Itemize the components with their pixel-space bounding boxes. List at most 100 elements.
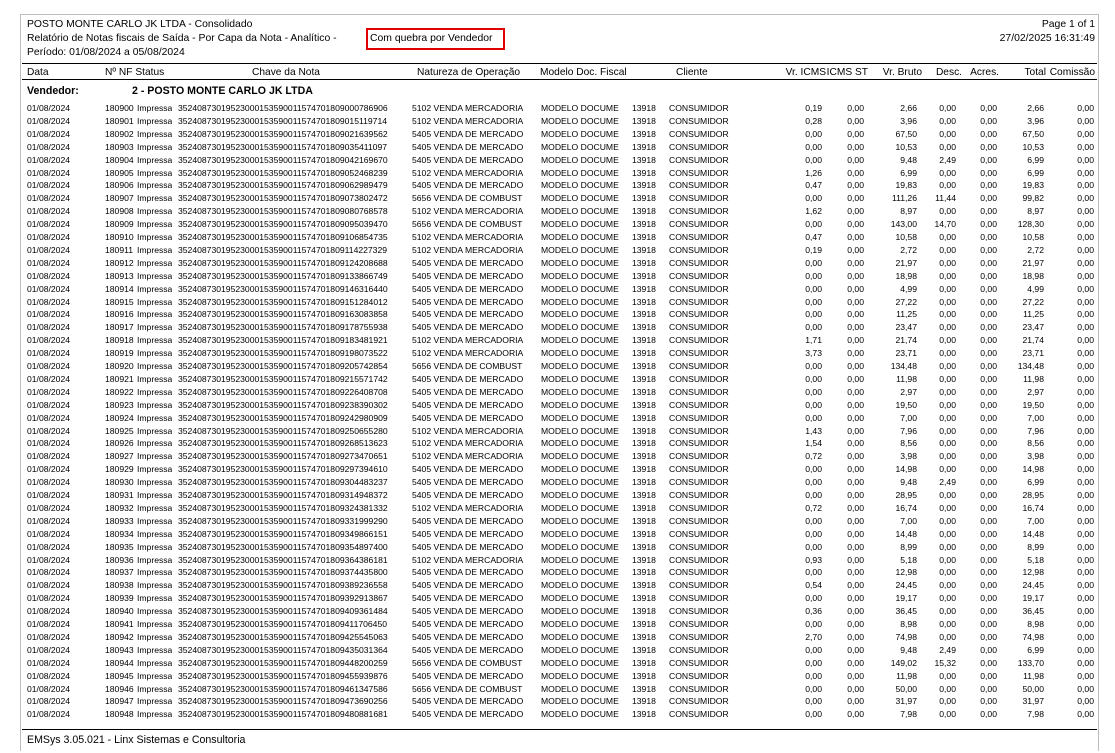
table-row: 01/08/2024 180913 Impressa 3524087301952300…	[0, 270, 1115, 283]
cell-data: 01/08/2024	[27, 399, 71, 410]
cell-status: Impressa	[137, 425, 173, 436]
cell-modelo: MODELO DOCUME	[541, 619, 619, 629]
cell-vr-bruto: 3,96	[900, 115, 917, 126]
cell-natureza: 5405 VENDA DE MERCADO	[412, 270, 524, 281]
cell-acres: 0,00	[980, 464, 997, 475]
cell-chave: 3524087301952300015359001157470180926851…	[178, 438, 388, 449]
cell-comissao: 0,00	[1077, 502, 1094, 513]
cell-desc: 0,00	[939, 283, 956, 294]
cell-modelo: MODELO DOCUME	[541, 335, 619, 346]
cell-cliente: CONSUMIDOR	[669, 361, 729, 371]
cell-comissao: 0,00	[1077, 141, 1094, 152]
cell-icms-st: 0,00	[847, 141, 864, 152]
table-row: 01/08/2024 180944 Impressa 3524087301952300…	[0, 657, 1115, 670]
cell-total: 99,82	[1022, 193, 1044, 204]
cell-cliente: CONSUMIDOR	[669, 270, 729, 281]
cell-acres: 0,00	[980, 128, 997, 139]
cell-status: Impressa	[137, 193, 173, 204]
cell-nf: 180922	[105, 386, 134, 397]
cell-acres: 0,00	[980, 490, 997, 500]
cell-natureza: 5656 VENDA DE COMBUST	[412, 193, 523, 204]
cell-codigo: 13918	[632, 348, 656, 359]
cell-nf: 180913	[105, 270, 134, 281]
cell-acres: 0,00	[980, 322, 997, 333]
cell-total: 11,98	[1023, 373, 1044, 384]
cell-chave: 3524087301952300015359001157470180905246…	[178, 167, 388, 178]
cell-acres: 0,00	[980, 657, 997, 668]
cell-modelo: MODELO DOCUME	[541, 631, 619, 642]
cell-comissao: 0,00	[1077, 670, 1094, 681]
cell-vr-icms: 0,00	[805, 657, 822, 668]
cell-nf: 180937	[105, 567, 134, 578]
cell-vr-icms: 0,19	[805, 103, 822, 113]
cell-desc: 0,00	[939, 103, 956, 113]
cell-total: 133,70	[1017, 657, 1044, 668]
table-row: 01/08/2024 180901 Impressa 3524087301952300…	[0, 115, 1115, 128]
cell-codigo: 13918	[632, 412, 656, 423]
table-row: 01/08/2024 180906 Impressa 3524087301952300…	[0, 179, 1115, 192]
cell-vr-bruto: 16,74	[895, 502, 917, 513]
cell-chave: 3524087301952300015359001157470180922640…	[178, 386, 388, 397]
cell-codigo: 13918	[632, 244, 656, 255]
cell-nf: 180923	[105, 399, 134, 410]
cell-codigo: 13918	[632, 451, 656, 462]
cell-total: 2,72	[1027, 244, 1044, 255]
table-row: 01/08/2024 180921 Impressa 3524087301952300…	[0, 373, 1115, 386]
cell-vr-icms: 1,71	[805, 335, 822, 346]
cell-acres: 0,00	[980, 399, 997, 410]
cell-icms-st: 0,00	[847, 541, 864, 552]
cell-modelo: MODELO DOCUME	[541, 128, 619, 139]
cell-status: Impressa	[137, 244, 173, 255]
cell-data: 01/08/2024	[27, 619, 71, 629]
cell-natureza: 5405 VENDA DE MERCADO	[412, 593, 524, 604]
cell-status: Impressa	[137, 580, 173, 591]
cell-chave: 3524087301952300015359001157470180910685…	[178, 232, 388, 242]
cell-desc: 0,00	[939, 412, 956, 423]
cell-codigo: 13918	[632, 309, 656, 320]
cell-vr-bruto: 9,48	[900, 154, 917, 165]
cell-data: 01/08/2024	[27, 361, 71, 371]
cell-vr-icms: 0,00	[805, 322, 822, 333]
cell-data: 01/08/2024	[27, 567, 71, 578]
cell-total: 8,97	[1027, 206, 1044, 217]
cell-vr-bruto: 8,99	[900, 541, 917, 552]
cell-comissao: 0,00	[1077, 373, 1094, 384]
report-page	[20, 14, 1099, 751]
cell-vr-icms: 0,93	[805, 554, 822, 565]
cell-nf: 180904	[105, 154, 134, 165]
cell-desc: 0,00	[939, 206, 956, 217]
cell-cliente: CONSUMIDOR	[669, 464, 729, 475]
cell-codigo: 13918	[632, 631, 656, 642]
cell-comissao: 0,00	[1077, 477, 1094, 488]
cell-vr-bruto: 9,48	[900, 477, 917, 488]
cell-vr-bruto: 74,98	[895, 631, 917, 642]
cell-data: 01/08/2024	[27, 257, 71, 268]
cell-nf: 180939	[105, 593, 134, 604]
table-row: 01/08/2024 180904 Impressa 3524087301952300…	[0, 154, 1115, 167]
cell-status: Impressa	[137, 386, 173, 397]
cell-status: Impressa	[137, 619, 173, 629]
cell-nf: 180906	[105, 180, 134, 191]
cell-chave: 3524087301952300015359001157470180909503…	[178, 219, 388, 230]
cell-comissao: 0,00	[1077, 206, 1094, 217]
cell-comissao: 0,00	[1077, 606, 1094, 617]
cell-modelo: MODELO DOCUME	[541, 257, 619, 268]
cell-modelo: MODELO DOCUME	[541, 283, 619, 294]
cell-status: Impressa	[137, 399, 173, 410]
cell-chave: 3524087301952300015359001157470180933199…	[178, 515, 388, 526]
table-row: 01/08/2024 180903 Impressa 3524087301952300…	[0, 141, 1115, 154]
cell-nf: 180929	[105, 464, 134, 475]
cell-vr-bruto: 12,98	[895, 567, 917, 578]
cell-data: 01/08/2024	[27, 644, 71, 655]
cell-comissao: 0,00	[1077, 554, 1094, 565]
col-icms-st: ICMS ST	[826, 67, 868, 78]
cell-vr-icms: 0,00	[805, 593, 822, 604]
cell-comissao: 0,00	[1077, 580, 1094, 591]
cell-status: Impressa	[137, 348, 173, 359]
cell-total: 74,98	[1022, 631, 1044, 642]
cell-icms-st: 0,00	[847, 335, 864, 346]
cell-chave: 3524087301952300015359001157470180903541…	[178, 141, 388, 152]
cell-modelo: MODELO DOCUME	[541, 244, 619, 255]
cell-acres: 0,00	[980, 348, 997, 359]
cell-vr-icms: 0,00	[805, 257, 822, 268]
